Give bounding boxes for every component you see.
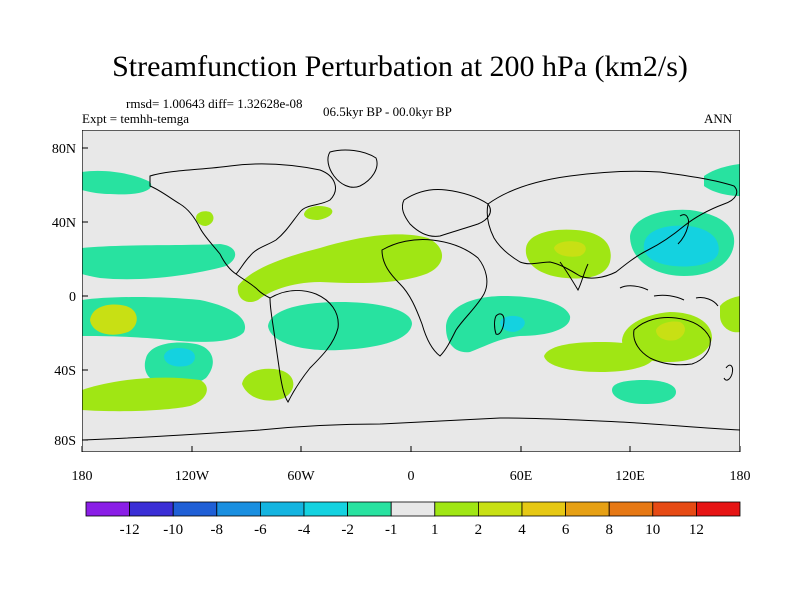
colorbar-label: -12 (120, 522, 140, 538)
colorbar-label: -10 (163, 522, 183, 538)
colorbar-swatch (434, 501, 479, 517)
colorbar-swatch (696, 501, 741, 517)
anomaly-s-pacific-yg (82, 377, 207, 412)
colorbar-swatch (347, 501, 392, 517)
coast-africa (381, 239, 488, 357)
colorbar-swatch (608, 501, 654, 517)
anomaly-asia-high (554, 241, 586, 257)
coast-europe (401, 189, 491, 237)
lon-label: 0 (408, 469, 415, 484)
stats-text: rmsd= 1.00643 diff= 1.32628e-08 (126, 96, 303, 111)
colorbar-label: -1 (385, 522, 398, 538)
lon-label: 180 (730, 469, 751, 484)
colorbar-label: 2 (475, 522, 483, 538)
coast-north-america (149, 163, 336, 275)
colorbar-swatch (216, 501, 261, 517)
colorbar-swatch (129, 501, 174, 517)
colorbar-swatch (259, 501, 305, 517)
colorbar-label: -6 (254, 522, 267, 538)
anomaly-s-atlantic-green (268, 302, 412, 351)
colorbar-swatch (477, 501, 523, 517)
colorbar-label: 10 (645, 522, 660, 538)
colorbar-label: -4 (298, 522, 311, 538)
lat-label: 40N (52, 216, 76, 231)
anomaly-australia-high (656, 321, 685, 341)
anomaly-fills (82, 164, 740, 412)
colorbar-label: 1 (431, 522, 439, 538)
lon-label: 120E (615, 469, 645, 484)
colorbar-label: 4 (518, 522, 526, 538)
coast-se-asia (619, 285, 719, 307)
period-label: 06.5kyr BP - 00.0kyr BP (323, 104, 452, 119)
colorbar-label: 8 (605, 522, 613, 538)
lat-label: 80N (52, 142, 76, 157)
coast-central-america (235, 273, 271, 299)
coast-asia (486, 170, 738, 279)
anomaly-e-yg (720, 296, 740, 333)
anomaly-indian-low (500, 315, 525, 332)
anomaly-w-pacific-green (82, 244, 236, 280)
colorbar-swatch (652, 501, 697, 517)
anomaly-nw-green (82, 170, 152, 195)
colorbar-swatch (303, 501, 348, 517)
colorbar-swatch (85, 501, 130, 517)
map-panel (82, 130, 740, 452)
colorbar-swatch (521, 501, 566, 517)
coast-japan (677, 214, 689, 245)
colorbar-label: 12 (689, 522, 704, 538)
lat-label: 0 (69, 290, 76, 305)
lon-axis: 180 120W 60W 0 60E 120E 180 (72, 446, 751, 484)
lon-label: 60W (287, 469, 315, 484)
coast-australia (633, 317, 711, 366)
coastlines (82, 149, 740, 441)
coast-antarctica (82, 417, 740, 441)
anomaly-n-pacific-yg (196, 211, 214, 226)
coast-madagascar (494, 313, 505, 335)
lon-label: 180 (72, 469, 93, 484)
colorbar-swatch (390, 501, 436, 517)
anomaly-atlantic-band-yg (237, 234, 443, 303)
anomaly-n-atlantic-yg (304, 206, 333, 220)
experiment-label: Expt = temhh-temga (82, 111, 189, 126)
anomaly-ne-green (704, 164, 740, 196)
anomaly-nw-pacific-low (643, 225, 719, 267)
season-label: ANN (704, 111, 733, 126)
page-title: Streamfunction Perturbation at 200 hPa (… (112, 50, 688, 83)
lat-label: 40S (54, 364, 76, 379)
colorbar-swatch (172, 501, 218, 517)
anomaly-s-pacific-high (90, 304, 137, 335)
lon-label: 120W (175, 469, 210, 484)
lon-label: 60E (510, 469, 533, 484)
colorbar-label: -2 (341, 522, 354, 538)
anomaly-e-indian-green (612, 380, 676, 404)
lat-axis: 80N 40N 0 40S 80S (52, 142, 88, 449)
coast-india (559, 261, 589, 292)
colorbar-label: 6 (562, 522, 570, 538)
coast-new-zealand (723, 364, 733, 381)
colorbar: -12 -10 -8 -6 -4 -2 -1 1 2 4 6 8 10 12 (85, 501, 741, 538)
coast-greenland (327, 149, 378, 188)
colorbar-label: -8 (211, 522, 224, 538)
coast-south-america (269, 290, 339, 403)
colorbar-swatch (565, 501, 610, 517)
anomaly-s-pacific-low (164, 348, 195, 367)
lat-label: 80S (54, 434, 76, 449)
